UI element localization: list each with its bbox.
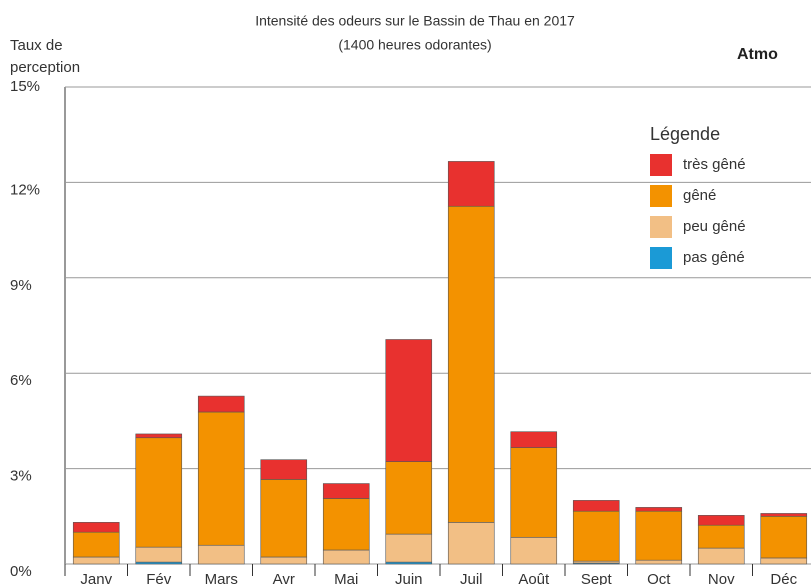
bar-segment	[197, 395, 245, 413]
legend-swatch	[650, 216, 672, 238]
bar-segment	[260, 459, 308, 480]
bar-segment	[385, 461, 433, 535]
bar-segment	[572, 510, 620, 562]
x-tick-label: Sept	[581, 571, 613, 585]
y-tick-label: 3%	[10, 468, 32, 485]
bar-segment	[510, 431, 558, 448]
bar-segment	[635, 559, 683, 565]
bar-segment	[760, 557, 808, 565]
legend-swatch	[650, 185, 672, 207]
x-tick-label: Juil	[460, 571, 483, 585]
bar-segment	[135, 433, 183, 439]
x-tick-label: Déc	[770, 571, 797, 585]
bar-segment	[72, 531, 120, 558]
logo: Atmo	[737, 46, 778, 63]
x-tick-label: Août	[518, 571, 550, 585]
bar-segment	[635, 507, 683, 512]
x-tick-label: Oct	[647, 571, 671, 585]
bar-segment	[760, 513, 808, 517]
legend-swatch	[650, 154, 672, 176]
bar-segment	[447, 161, 495, 207]
y-tick-label: 15%	[10, 78, 40, 95]
bar-segment	[72, 556, 120, 565]
y-tick-label: 6%	[10, 372, 32, 389]
legend-label: très gêné	[683, 156, 746, 173]
bar-segment	[197, 544, 245, 565]
bar-segment	[385, 339, 433, 462]
x-tick-label: Mars	[205, 571, 238, 585]
legend-label: peu gêné	[683, 218, 746, 235]
x-tick-label: Janv	[80, 571, 112, 585]
x-tick-label: Juin	[395, 571, 423, 585]
bar-segment	[260, 556, 308, 565]
legend-label: pas gêné	[683, 249, 745, 266]
chart-title: Intensité des odeurs sur le Bassin de Th…	[255, 13, 575, 29]
x-tick-label: Mai	[334, 571, 358, 585]
bar-segment	[697, 515, 745, 526]
bar-segment	[322, 483, 370, 499]
bar-segment	[447, 522, 495, 565]
x-tick-label: Avr	[273, 571, 295, 585]
y-tick-label: 9%	[10, 277, 32, 294]
bar-segment	[385, 533, 433, 563]
bar-segment	[197, 411, 245, 546]
bar-segment	[322, 498, 370, 551]
bar-segment	[135, 437, 183, 548]
bar-segment	[72, 522, 120, 533]
y-tick-label: 0%	[10, 563, 32, 580]
bar-segment	[760, 515, 808, 559]
bar-segment	[447, 205, 495, 523]
x-tick-label: Nov	[708, 571, 735, 585]
bar-segment	[322, 549, 370, 565]
chart-subtitle: (1400 heures odorantes)	[338, 37, 491, 53]
bar-segment	[510, 536, 558, 565]
bar-segment	[697, 547, 745, 565]
bar-segment	[510, 447, 558, 538]
bar-segment	[260, 479, 308, 558]
bar-segment	[135, 546, 183, 563]
bar-segment	[635, 510, 683, 561]
y-axis-label: Taux de	[10, 37, 63, 54]
bar-segment	[697, 524, 745, 549]
x-tick-label: Fév	[146, 571, 172, 585]
legend-label: gêné	[683, 187, 716, 204]
legend-swatch	[650, 247, 672, 269]
y-axis-label: perception	[10, 59, 80, 76]
y-tick-label: 12%	[10, 181, 40, 198]
bar-segment	[572, 500, 620, 512]
legend-title: Légende	[650, 124, 720, 144]
